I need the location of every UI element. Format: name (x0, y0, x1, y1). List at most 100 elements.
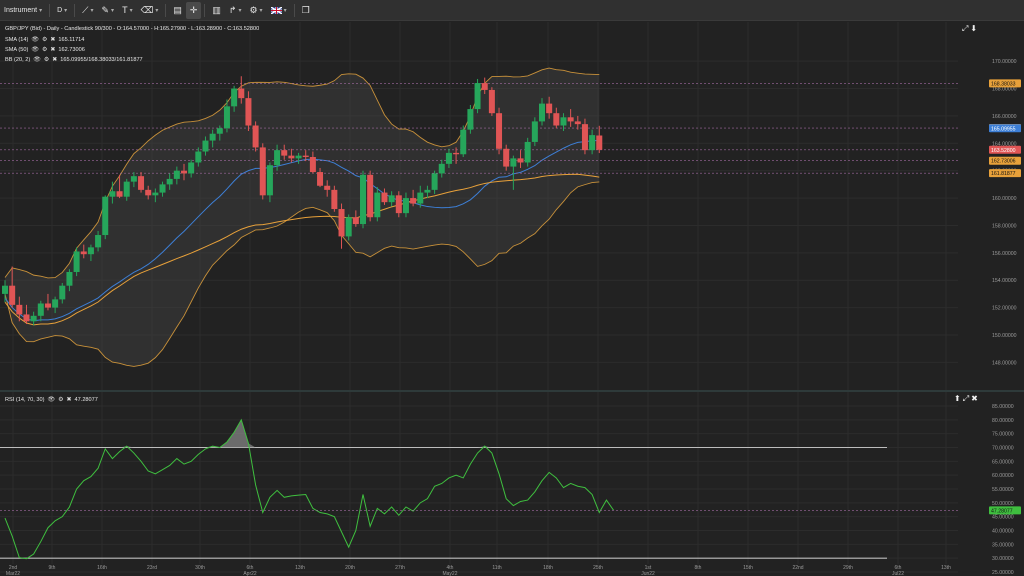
date-tick-month: Jun22 (641, 571, 655, 576)
candle-body (288, 155, 295, 159)
bollinger-lower-line (4, 181, 600, 367)
candle-body (87, 247, 94, 255)
gear-icon[interactable]: ⚙ (41, 37, 48, 43)
date-tick-label: 22nd (792, 565, 803, 571)
candle-body (102, 196, 109, 236)
price-badge-label: 168.38033 (991, 81, 1016, 87)
close-icon[interactable]: ✖ (50, 37, 56, 43)
rsi-badge-label: 47.28077 (991, 508, 1013, 514)
chevron-down-icon: ▾ (155, 7, 159, 14)
toolbar-divider (165, 3, 167, 17)
delete-tool-button[interactable]: ⌫ ▾ (137, 2, 163, 19)
candle-body (596, 135, 603, 150)
text-tool-button[interactable]: T ▾ (118, 2, 137, 19)
pane-divider[interactable] (0, 390, 1024, 392)
candle-body (417, 192, 424, 204)
candle-body (438, 163, 445, 174)
rsi-label: RSI (14, 70, 30) (5, 396, 45, 403)
rsi-chart[interactable]: 85.00000 80.00000 75.00000 70.00000 65.00000… (0, 392, 1024, 576)
candle-body (352, 217, 359, 225)
candle-body (424, 189, 431, 193)
share-button[interactable]: ↱ ▾ (225, 2, 246, 19)
date-tick-month: Apr22 (243, 571, 257, 576)
candle-body (374, 192, 381, 218)
candle-body (488, 89, 495, 114)
layout-button[interactable]: ▤ (169, 2, 186, 19)
price-pane[interactable]: 170.00000 168.00000 166.00000 164.00000 162.… (0, 22, 1024, 390)
candle-body (338, 209, 345, 237)
rsi-pane[interactable]: 85.00000 80.00000 75.00000 70.00000 65.00000… (0, 392, 1024, 576)
eye-icon[interactable]: 👁 (47, 397, 56, 403)
price-tick-label: 160.00000 (992, 196, 1017, 202)
candle-body (503, 148, 510, 167)
candle-body (59, 285, 66, 300)
fullscreen-button[interactable]: ✛ (185, 1, 202, 19)
chevron-down-icon: ▾ (238, 7, 242, 14)
rsi-tick-label: 50.00000 (992, 501, 1014, 507)
instrument-button[interactable]: Instrument ▾ (0, 2, 46, 19)
candle-body (331, 189, 338, 210)
date-tick-label: 6th (247, 565, 254, 571)
chevron-down-icon: ▾ (111, 7, 115, 14)
date-tick-label: 13th (295, 565, 305, 571)
candle-body (553, 113, 560, 126)
price-tick-label: 154.00000 (992, 278, 1017, 284)
eye-icon[interactable]: 👁 (33, 57, 41, 63)
date-tick-month: Mar22 (6, 571, 20, 576)
gear-icon[interactable]: ⚙ (58, 397, 64, 403)
rsi-badge (989, 506, 1021, 515)
candle-body (252, 125, 259, 148)
price-tick-label: 158.00000 (992, 223, 1017, 229)
price-chart[interactable]: 170.00000 168.00000 166.00000 164.00000 162.… (0, 22, 1024, 390)
candle-body (539, 103, 545, 122)
arrow-down-icon[interactable]: ⬇ (970, 24, 978, 33)
price-pane-controls: ⤢ ⬇ (962, 24, 977, 34)
settings-button[interactable]: ⚙ ▾ (245, 2, 266, 19)
gear-icon: ⚙ (249, 4, 258, 15)
close-icon[interactable]: ✖ (52, 57, 58, 63)
indicators-button[interactable]: ▥ (208, 2, 225, 19)
expand-icon[interactable]: ⤢ (962, 24, 969, 33)
candle-body (9, 285, 16, 305)
candle-body (517, 158, 524, 163)
pen-tool-button[interactable]: ✎ ▾ (98, 2, 119, 19)
candle-body (302, 155, 309, 157)
price-tick-label: 150.00000 (992, 333, 1017, 339)
line-tool-button[interactable]: ⟋ ▾ (78, 2, 97, 19)
candle-body (245, 98, 252, 126)
candle-body (360, 174, 366, 225)
price-badge-label: 163.52800 (991, 148, 1016, 154)
candle-body (130, 176, 137, 182)
price-badge (989, 169, 1021, 178)
arrow-up-icon[interactable]: ⬆ (954, 394, 961, 403)
gear-icon[interactable]: ⚙ (41, 47, 48, 53)
price-badge (989, 145, 1021, 154)
close-icon[interactable]: ✖ (66, 397, 72, 403)
rsi-tick-label: 80.00000 (992, 418, 1014, 424)
chevron-down-icon: ▾ (129, 7, 133, 14)
rsi-tick-label: 40.00000 (992, 529, 1014, 535)
window-button[interactable]: ❐ (298, 2, 314, 19)
close-icon[interactable]: ✖ (971, 394, 978, 403)
bb-legend: BB (20, 2) 👁 ⚙ ✖ 165.09955/168.38033/161… (5, 56, 143, 64)
gear-icon[interactable]: ⚙ (43, 57, 50, 63)
candle-body (546, 103, 553, 114)
candle-body (453, 152, 460, 155)
price-badge-label: 165.09955 (991, 126, 1016, 132)
sma14-value: 165.11714 (58, 36, 85, 43)
timeframe-label: D (57, 6, 63, 14)
eye-icon[interactable]: 👁 (31, 37, 39, 43)
timeframe-button[interactable]: D ▾ (53, 2, 71, 19)
close-icon[interactable]: ✖ (50, 47, 56, 53)
candle-body (467, 109, 474, 130)
expand-icon[interactable]: ⤢ (962, 394, 970, 403)
candle-body (238, 88, 245, 99)
language-button[interactable]: ▾ (267, 2, 291, 19)
sma50-legend: SMA (50) 👁 ⚙ ✖ 162.73006 (5, 46, 85, 54)
date-tick-label: 2nd (9, 565, 18, 571)
rsi-tick-label: 25.00000 (992, 570, 1014, 576)
date-tick-label: 11th (492, 565, 502, 571)
candle-body (181, 170, 187, 174)
candle-body (159, 184, 166, 193)
eye-icon[interactable]: 👁 (31, 47, 39, 53)
